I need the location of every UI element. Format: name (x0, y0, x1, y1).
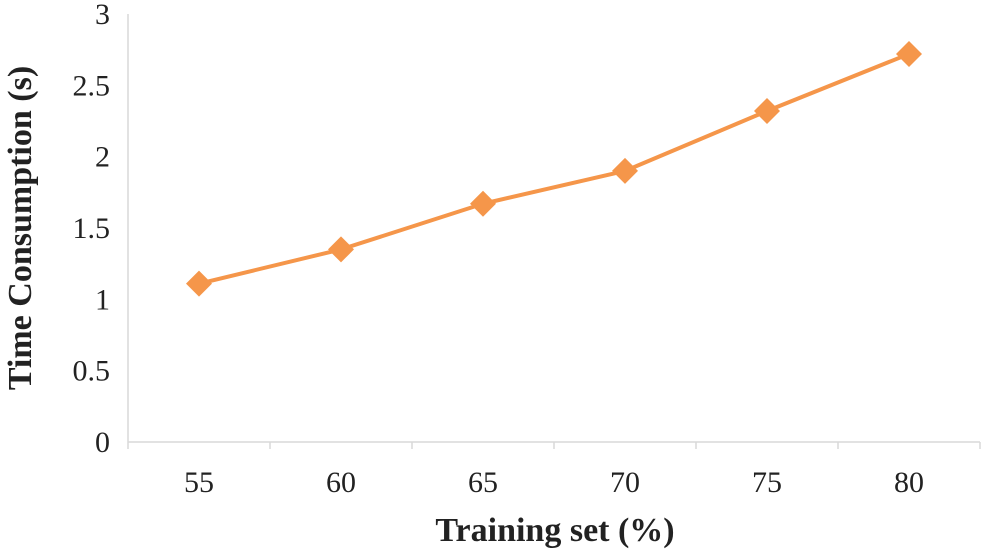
y-tick-label: 0 (95, 426, 110, 459)
x-tick-label: 75 (752, 466, 782, 499)
data-point-marker (470, 190, 496, 217)
y-tick-label: 1 (95, 283, 110, 316)
x-tick-label: 70 (610, 466, 640, 499)
data-point-marker (612, 157, 638, 184)
data-point-marker (896, 40, 922, 67)
x-axis-title: Training set (%) (435, 512, 674, 549)
y-tick-labels: 0 0.5 1 1.5 2 2.5 3 (73, 0, 111, 459)
data-point-marker (328, 236, 354, 263)
y-tick-label: 0.5 (73, 355, 111, 388)
x-tick-label: 60 (326, 466, 356, 499)
x-tick-label: 80 (894, 466, 924, 499)
y-tick-label: 2.5 (73, 69, 111, 102)
y-tick-label: 2 (95, 141, 110, 174)
x-tick-labels: 55 60 65 70 75 80 (127, 442, 981, 499)
x-tick-label: 55 (184, 466, 214, 499)
x-tick-label: 65 (468, 466, 498, 499)
data-series (186, 40, 922, 297)
data-point-marker (754, 98, 780, 125)
series-line (198, 52, 910, 286)
y-axis-title: Time Consumption (s) (2, 66, 39, 390)
y-tick-label: 1.5 (73, 212, 111, 245)
y-tick-label: 3 (95, 0, 110, 31)
data-point-marker (186, 270, 212, 297)
